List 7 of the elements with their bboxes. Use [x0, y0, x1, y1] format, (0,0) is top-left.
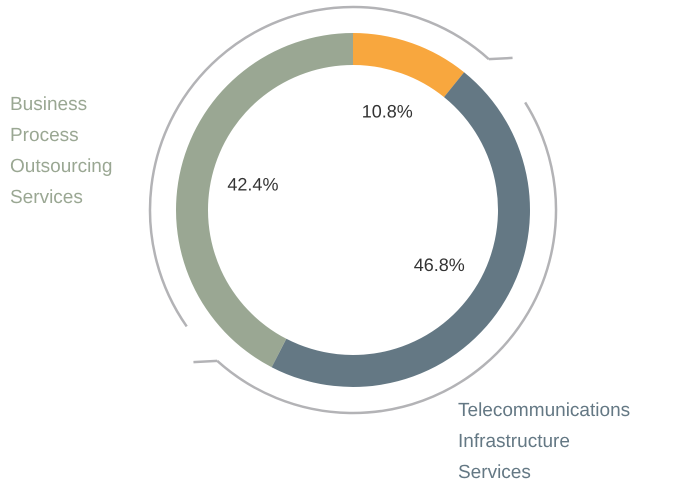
data-label: 10.8% — [362, 102, 413, 122]
donut-slice — [176, 33, 353, 368]
donut-slice — [353, 33, 464, 98]
data-label: 42.4% — [227, 174, 278, 194]
data-label: 46.8% — [414, 255, 465, 276]
slice-label: Telecommunications Infrastructure Services — [458, 400, 630, 483]
slice-label: Business Process Outsourcing Services — [10, 94, 112, 208]
